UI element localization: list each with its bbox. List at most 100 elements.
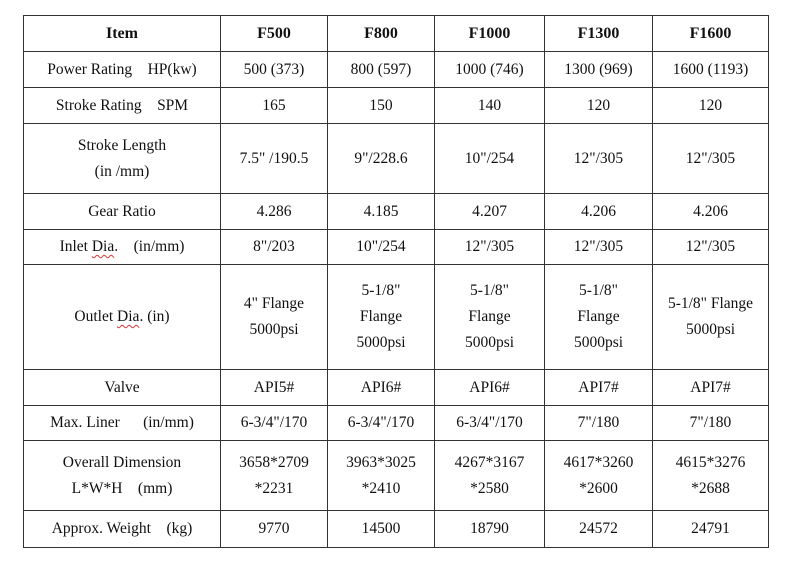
value-cell: API7# [544,369,653,406]
value-cell: 7"/180 [544,405,653,441]
cell-line: 5-1/8" [361,282,401,299]
cell-line: 12"/305 [464,238,515,255]
value-cell: API5# [220,369,328,406]
value-cell: 18790 [434,510,545,548]
value-cell: 1300 (969) [544,51,653,88]
value-cell: 6-3/4"/170 [327,405,435,441]
value-cell: 12"/305 [652,229,769,265]
cell-line: 3963*3025 [346,453,416,471]
cell-line: 12"/305 [573,238,624,255]
cell-line: 5000psi [573,334,624,351]
cell-line: 5000psi [685,321,736,338]
cell-line: API7# [578,378,619,396]
cell-line: 9770 [258,520,290,537]
value-cell: 150 [327,87,435,124]
table-row: Valve API5# API6# API6# API7# API7# [23,369,769,406]
value-cell: 500 (373) [220,51,328,88]
value-cell: 4.206 [544,193,653,230]
value-cell: 24791 [652,510,769,548]
value-cell: API6# [327,369,435,406]
value-cell: 7.5" /190.5 [220,123,328,194]
value-cell: 14500 [327,510,435,548]
header-model: F500 [220,15,328,52]
header-model: F1600 [652,15,769,52]
cell-line: 6-3/4"/170 [456,414,523,431]
value-cell: 6-3/4"/170 [434,405,545,441]
value-cell: 4.207 [434,193,545,230]
cell-line: 12"/305 [685,149,736,167]
cell-line: 4.207 [472,202,507,220]
cell-line: 5-1/8" Flange [667,295,754,312]
value-cell: 140 [434,87,545,124]
cell-line: 12"/305 [685,238,736,255]
row-label: Valve [23,369,221,406]
cell-line: Stroke Rating SPM [55,96,189,114]
value-cell: 4" Flange 5000psi [220,264,328,370]
value-cell: 120 [652,87,769,124]
cell-line: Outlet Dia. (in) [74,308,170,325]
row-label: Inlet Dia. (in/mm) [23,229,221,265]
value-cell: 4617*3260 *2600 [544,440,653,511]
cell-line: 10"/254 [356,238,406,255]
cell-line: 6-3/4"/170 [347,414,415,431]
cell-line: 3658*2709 [239,453,309,471]
value-cell: 4.185 [327,193,435,230]
cell-line: (in /mm) [94,162,150,180]
cell-line: 7.5" /190.5 [239,149,309,167]
row-label: Max. Liner (in/mm) [23,405,221,441]
value-cell: 4615*3276 *2688 [652,440,769,511]
spellcheck-mark: Dia [91,238,115,255]
cell-line: Approx. Weight (kg) [51,520,193,537]
cell-line: 4617*3260 [563,453,634,471]
value-cell: 24572 [544,510,653,548]
cell-line: Flange [577,308,620,325]
table-row: Stroke Length (in /mm) 7.5" /190.5 9"/228.6… [23,123,769,194]
header-row: Item F500 F800 F1000 F1300 F1600 [23,15,769,52]
cell-line: API6# [360,378,402,396]
value-cell: 12"/305 [544,123,653,194]
value-cell: 10"/254 [434,123,545,194]
cell-line: *2580 [470,479,509,497]
value-cell: 6-3/4"/170 [220,405,328,441]
cell-line: 7"/180 [689,414,732,431]
cell-line: 14500 [361,520,401,537]
table-row: Power Rating HP(kw) 500 (373) 800 (597) 100… [23,51,769,88]
cell-line: 9"/228.6 [354,149,408,167]
cell-line: *2688 [691,479,730,497]
table-row: Stroke Rating SPM 165 150 140 120 120 [23,87,769,124]
cell-line: 18790 [470,520,509,537]
spellcheck-mark: Dia [117,308,140,325]
row-label: Approx. Weight (kg) [23,510,221,548]
value-cell: 5-1/8" Flange 5000psi [652,264,769,370]
cell-line: Power Rating HP(kw) [47,60,197,78]
cell-line: 1600 (1193) [672,60,749,78]
value-cell: 9770 [220,510,328,548]
cell-line: API7# [690,378,731,396]
cell-line: 5000psi [464,334,515,351]
cell-line: API5# [253,378,295,396]
cell-line: 500 (373) [243,60,305,78]
cell-line: 4.185 [363,202,399,220]
value-cell: API7# [652,369,769,406]
cell-line: 4" Flange [243,295,305,312]
cell-line: 6-3/4"/170 [240,414,308,431]
header-model: F1300 [544,15,653,52]
value-cell: 5-1/8" Flange 5000psi [327,264,435,370]
cell-line: 4267*3167 [454,453,525,471]
cell-line: 800 (597) [350,60,412,78]
cell-line: Max. Liner (in/mm) [50,414,194,431]
table-row: Gear Ratio 4.286 4.185 4.207 4.206 4.206 [23,193,769,230]
table-row: Outlet Dia. (in) 4" Flange 5000psi 5-1/8" Fl… [23,264,769,370]
cell-line: 1300 (969) [564,60,633,78]
value-cell: 165 [220,87,328,124]
cell-line: 4.206 [581,202,616,220]
value-cell: 800 (597) [327,51,435,88]
value-cell: 12"/305 [652,123,769,194]
cell-line: 4.206 [693,202,728,220]
table-row: Overall Dimension L*W*H (mm) 3658*2709 *223… [23,440,769,511]
row-label: Stroke Length (in /mm) [23,123,221,194]
cell-line: 5000psi [356,334,406,351]
cell-line: 140 [477,96,502,114]
cell-line: *2410 [361,479,401,497]
value-cell: 8"/203 [220,229,328,265]
